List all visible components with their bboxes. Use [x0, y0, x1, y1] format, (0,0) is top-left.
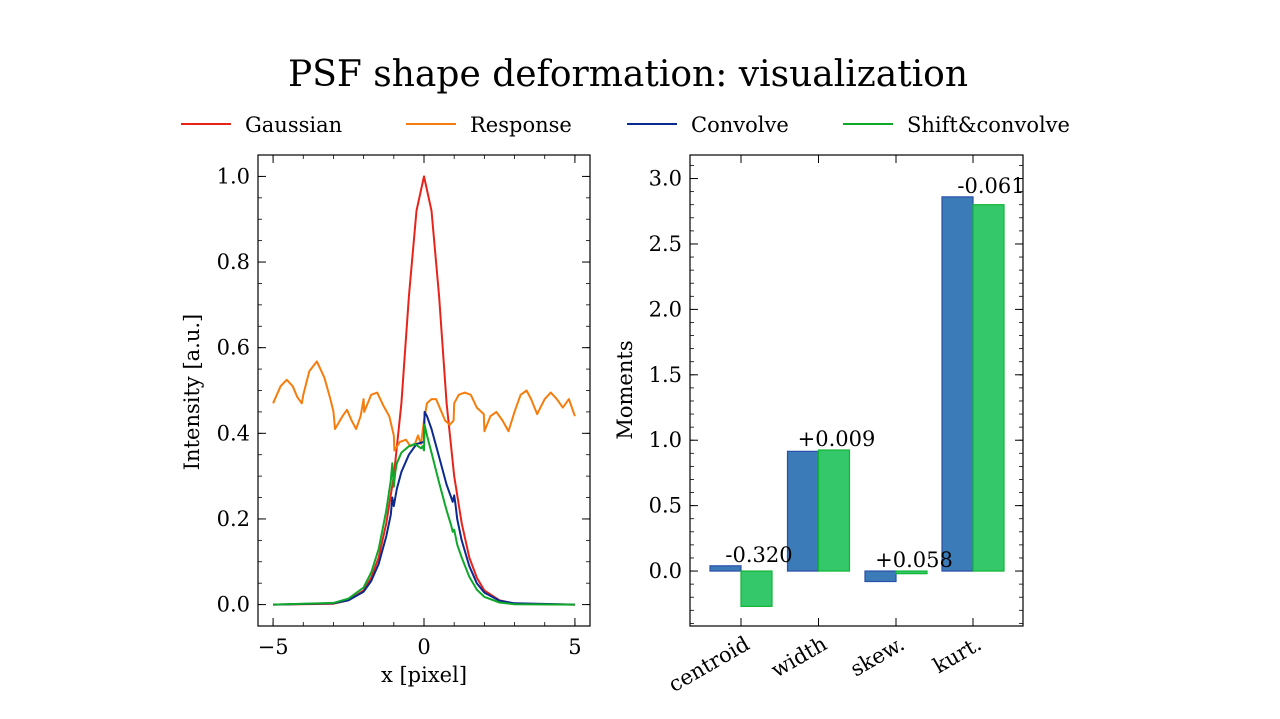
category-label-1: width [767, 632, 831, 683]
bar-kurt-1 [972, 204, 1005, 572]
bar-skew-1 [895, 570, 928, 575]
bar-skew-0 [864, 570, 897, 583]
bar-value-label-0: -0.320 [725, 543, 792, 567]
bar-kurt-0 [941, 196, 974, 572]
ytick-label-1: 0.2 [217, 507, 250, 531]
series-line-3 [273, 423, 575, 606]
legend-label-1: Response [470, 113, 572, 137]
legend-label-2: Convolve [691, 113, 789, 137]
bar-value-label-3: -0.061 [957, 174, 1024, 198]
bar-ytick-label-3: 1.5 [649, 363, 682, 387]
bar-centroid-0 [709, 565, 742, 572]
legend-label-0: Gaussian [245, 113, 342, 137]
ytick-label-0: 0.0 [217, 593, 250, 617]
figure-title: PSF shape deformation: visualization [288, 54, 968, 95]
category-label-0: centroid [664, 632, 753, 697]
bar-value-label-2: +0.058 [875, 548, 953, 572]
ytick-label-5: 1.0 [217, 164, 250, 188]
xtick-label-2: 5 [568, 635, 581, 659]
ytick-label-4: 0.8 [217, 250, 250, 274]
xtick-label-1: 0 [417, 635, 430, 659]
category-label-3: kurt. [929, 632, 986, 678]
bar-plot: -0.320 +0.009 +0.058 -0.061 0.0 0.5 1.0 1.5 2.0 2… [613, 154, 1025, 697]
axes-frame-right [689, 154, 1024, 627]
bar-ytick-label-1: 0.5 [649, 494, 682, 518]
series-line-0 [273, 175, 575, 606]
bar-width-0 [786, 450, 820, 572]
bar-ytick-label-6: 3.0 [649, 167, 682, 191]
bar-ytick-label-2: 1.0 [649, 428, 682, 452]
axes-frame-left [257, 154, 591, 627]
legend-label-3: Shift&convolve [907, 113, 1070, 137]
bar-centroid-1 [740, 570, 773, 607]
category-label-2: skew. [846, 632, 908, 682]
ytick-label-2: 0.4 [217, 421, 250, 445]
bar-ytick-label-5: 2.5 [649, 232, 682, 256]
line-plot: 0.0 0.2 0.4 0.6 0.8 1.0 −5 0 5 x [pixel] Intensity… [180, 154, 591, 687]
bar-y-axis-label: Moments [613, 340, 637, 439]
series-line-2 [273, 410, 575, 606]
ytick-label-3: 0.6 [217, 336, 250, 360]
xtick-label-0: −5 [258, 635, 289, 659]
x-axis-label: x [pixel] [381, 663, 467, 687]
bar-ytick-label-0: 0.0 [649, 559, 682, 583]
bar-ytick-label-4: 2.0 [649, 297, 682, 321]
bar-width-1 [817, 449, 851, 572]
legend: Gaussian Response Convolve Shift&convolve [181, 113, 1070, 137]
series-line-1 [272, 360, 576, 452]
y-axis-label: Intensity [a.u.] [180, 314, 204, 470]
bar-value-label-1: +0.009 [798, 427, 876, 451]
